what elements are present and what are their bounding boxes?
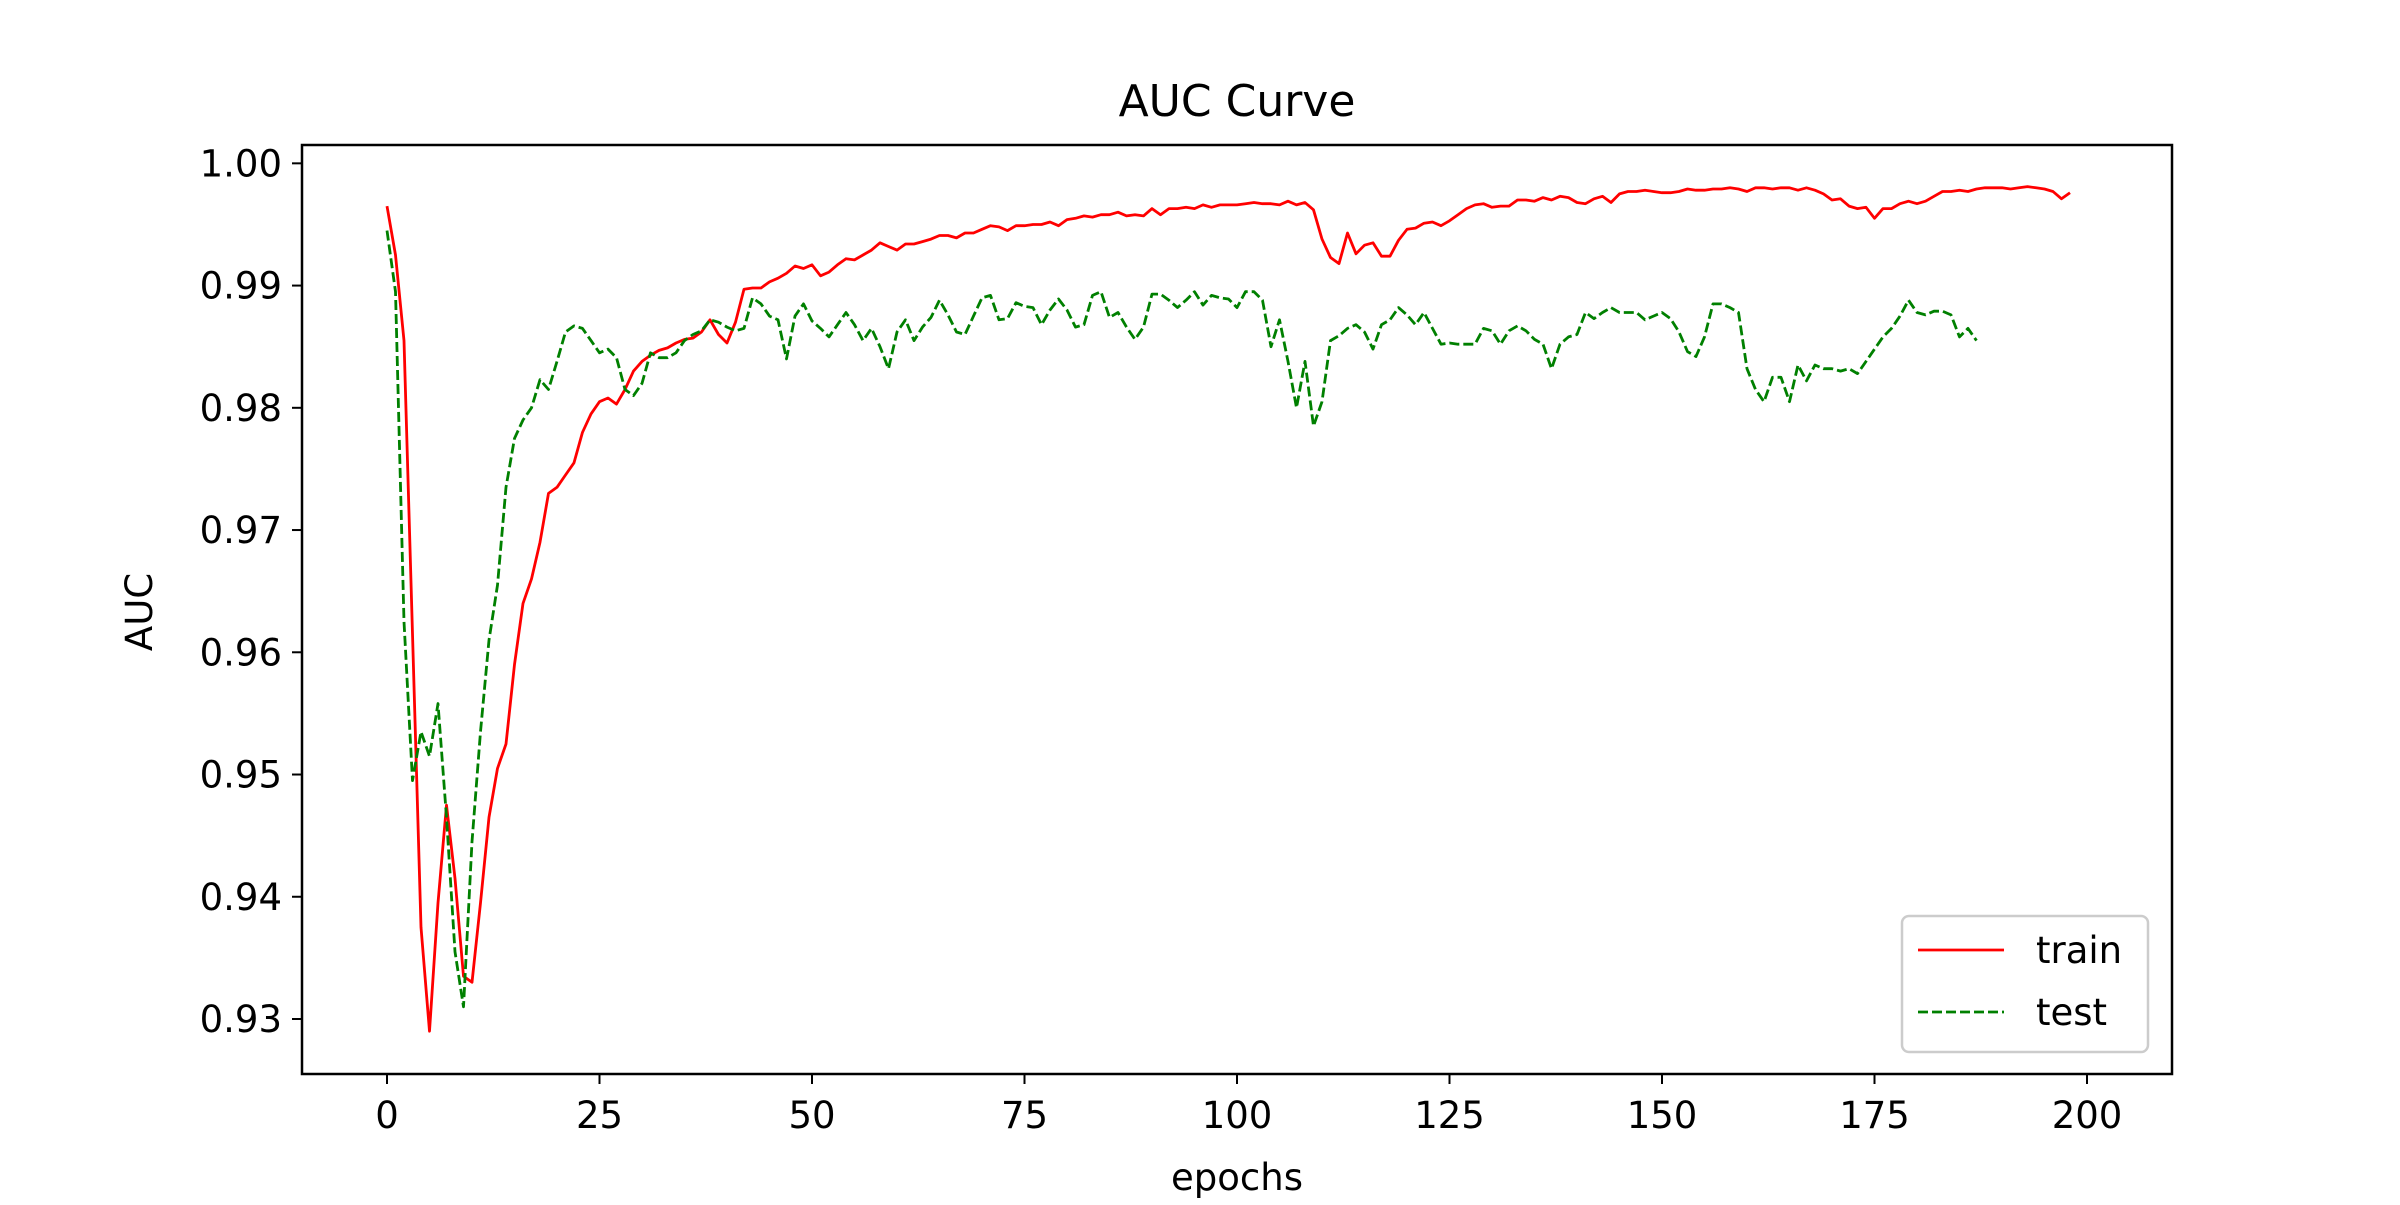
x-tick-label: 100	[1202, 1094, 1273, 1137]
y-tick-label: 0.93	[200, 998, 282, 1041]
y-tick-label: 0.96	[200, 631, 282, 674]
legend-label-train: train	[2036, 929, 2122, 972]
x-tick-label: 200	[2052, 1094, 2123, 1137]
x-tick-label: 50	[788, 1094, 835, 1137]
y-axis-ticks: 0.93 0.94 0.95 0.96 0.97 0.98 0.99 1.00	[200, 142, 302, 1041]
y-tick-label: 0.94	[200, 876, 282, 919]
y-tick-label: 1.00	[200, 142, 282, 185]
y-tick-label: 0.98	[200, 387, 282, 430]
legend: train test	[1900, 914, 2150, 1054]
series-line-test	[385, 230, 1978, 1009]
x-tick-label: 75	[1001, 1094, 1048, 1137]
legend-label-test: test	[2036, 991, 2107, 1034]
series-lines	[385, 185, 2071, 1033]
x-axis-label: epochs	[1171, 1156, 1303, 1199]
x-tick-label: 0	[375, 1094, 399, 1137]
series-line-train	[385, 185, 2071, 1033]
x-tick-label: 175	[1839, 1094, 1910, 1137]
x-tick-label: 125	[1414, 1094, 1485, 1137]
y-tick-label: 0.95	[200, 754, 282, 797]
x-axis-ticks: 0 25 50 75 100 125 150 175 200	[375, 1074, 2122, 1137]
x-tick-label: 150	[1627, 1094, 1698, 1137]
y-tick-label: 0.99	[200, 265, 282, 308]
x-tick-label: 25	[576, 1094, 623, 1137]
y-tick-label: 0.97	[200, 509, 282, 552]
y-axis-label: AUC	[118, 573, 161, 651]
chart-title: AUC Curve	[1119, 76, 1356, 127]
plot-frame	[300, 143, 2174, 1076]
